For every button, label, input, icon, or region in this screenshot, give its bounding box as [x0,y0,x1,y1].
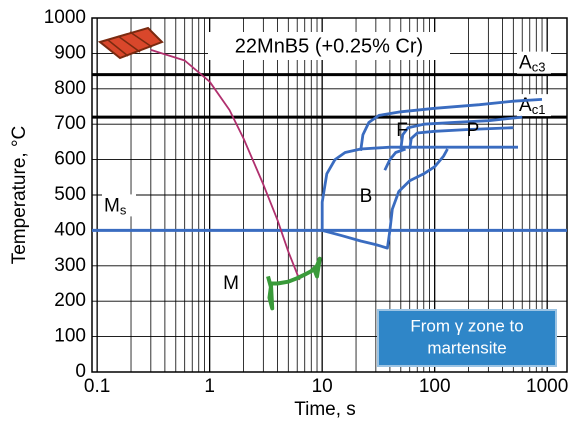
y-tick-label: 900 [54,42,86,63]
annotation: M [223,273,239,294]
title-box [208,32,450,60]
y-tick-label: 800 [54,78,86,99]
reference-label-bg [102,194,136,217]
curve [320,145,518,231]
reference-label-main: A [519,53,532,74]
curve [383,147,406,171]
reference-label-main: A [519,95,532,116]
button-background[interactable] [377,309,557,367]
button[interactable]: From γ zone to martensite [377,309,557,367]
y-tick-label: 100 [54,326,86,347]
y-tick-label: 0 [75,361,86,382]
grid [91,17,568,373]
reference-label-main: M [104,195,120,216]
curve [359,98,543,151]
y-tick-label: 400 [54,219,86,240]
x-tick-label: 1000 [526,376,568,397]
annotation: P [467,120,480,141]
x-axis-label: Time, s [294,399,356,420]
reference-label-sub: c3 [532,60,546,75]
curve [321,148,449,250]
austenitizing-hatch [107,31,153,57]
button-text[interactable]: martensite [427,338,506,357]
x-tick-label: 0.1 [84,376,110,397]
y-tick-label: 600 [54,149,86,170]
y-tick-label: 200 [54,290,86,311]
button-text[interactable]: From γ zone to [410,316,523,335]
y-tick-label: 700 [54,113,86,134]
y-tick-label: 1000 [44,7,86,28]
curve [266,256,322,311]
reference-label: Ac3 [519,53,545,75]
annotation: F [396,120,408,141]
reference-label-bg [517,51,551,74]
y-tick-label: 500 [54,184,86,205]
chart-title: 22MnB5 (+0.25% Cr) [235,35,423,57]
curve [150,49,301,281]
reference-label-sub: c1 [532,103,546,118]
reference-label: Ms [104,195,127,217]
annotation: B [360,186,373,207]
x-tick-label: 1 [204,376,215,397]
x-tick-label: 100 [419,376,451,397]
y-axis-label: Temperature, °C [9,126,30,265]
reference-label-sub: s [120,203,127,218]
x-tick-label: 10 [312,376,333,397]
curve [399,115,523,150]
curve [408,126,514,150]
y-tick-label: 300 [54,255,86,276]
